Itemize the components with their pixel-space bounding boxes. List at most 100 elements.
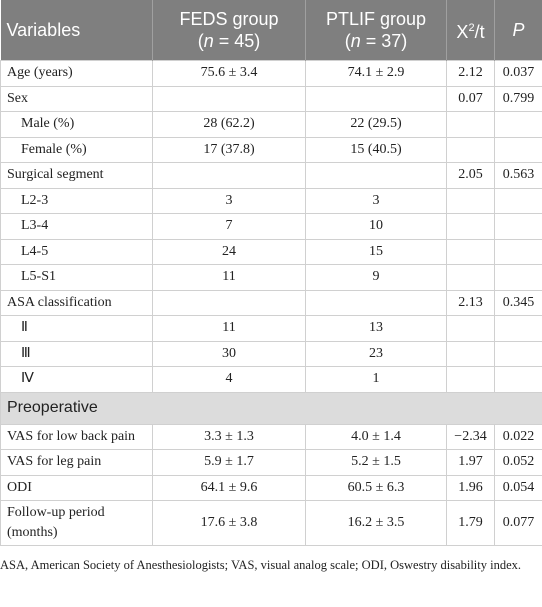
table-cell: 2.13 — [446, 289, 495, 316]
header-text: Variables — [6, 20, 81, 40]
table-cell: 0.022 — [494, 423, 542, 450]
table-row: Surgical segment 2.05 0.563 — [0, 162, 542, 189]
row-label: L5-S1 — [0, 264, 153, 291]
table-row: VAS for leg pain 5.9 ± 1.7 5.2 ± 1.5 1.97 0.… — [0, 449, 542, 476]
table-row: Sex 0.07 0.799 — [0, 85, 542, 112]
table-cell — [446, 187, 495, 214]
table-cell: 0.799 — [494, 85, 542, 112]
table-cell: 7 — [152, 213, 306, 240]
table-cell — [446, 315, 495, 342]
table-cell — [305, 289, 447, 316]
table-cell: 0.077 — [494, 500, 542, 546]
table-row: L3-4 7 10 — [0, 213, 542, 240]
table-cell: 9 — [305, 264, 447, 291]
table-cell: 17.6 ± 3.8 — [152, 500, 306, 546]
table-cell: 15 (40.5) — [305, 136, 447, 163]
section-row: Preoperative — [0, 391, 542, 425]
row-label: Male (%) — [0, 111, 153, 138]
table-row: Ⅱ 11 13 — [0, 315, 542, 342]
header-cell: PTLIF group (n = 37) — [305, 0, 447, 61]
row-label: Ⅳ — [0, 366, 153, 393]
row-label: ODI — [0, 474, 153, 501]
header-text: = 37) — [360, 31, 408, 51]
row-label: Sex — [0, 85, 153, 112]
table-cell: 60.5 ± 6.3 — [305, 474, 447, 501]
table-cell: 0.052 — [494, 449, 542, 476]
header-text: X — [456, 22, 469, 42]
header-cell: Variables — [0, 0, 153, 61]
row-label: L4-5 — [0, 238, 153, 265]
table-cell — [446, 136, 495, 163]
header-superscript: 2 — [468, 22, 475, 34]
table-cell — [494, 366, 542, 393]
table-cell: 0.345 — [494, 289, 542, 316]
header-text: PTLIF group — [325, 9, 427, 29]
table-row: Female (%) 17 (37.8) 15 (40.5) — [0, 136, 542, 163]
table-cell: 30 — [152, 340, 306, 367]
row-label: Follow-up period (months) — [0, 500, 153, 546]
table-cell — [494, 187, 542, 214]
table-row: VAS for low back pain 3.3 ± 1.3 4.0 ± 1.4−… — [0, 423, 542, 450]
table-cell: 3.3 ± 1.3 — [152, 423, 306, 450]
header-text: FEDS group — [179, 9, 279, 29]
header-italic: n — [350, 31, 361, 51]
table-cell — [494, 213, 542, 240]
table-cell: 1.96 — [446, 474, 495, 501]
header-text: ( — [197, 31, 204, 51]
table-cell: 0.037 — [494, 60, 542, 87]
table-cell — [446, 111, 495, 138]
row-label: Ⅲ — [0, 340, 153, 367]
table-cell — [152, 162, 306, 189]
table-cell: 3 — [152, 187, 306, 214]
row-label: VAS for leg pain — [0, 449, 153, 476]
header-italic: P — [512, 20, 525, 40]
table-cell: 3 — [305, 187, 447, 214]
header-text: = 45) — [213, 31, 261, 51]
table-cell: 1 — [305, 366, 447, 393]
table-cell — [494, 340, 542, 367]
header-line: (n = 45) — [159, 30, 299, 52]
table-cell: 11 — [152, 315, 306, 342]
table-cell: 13 — [305, 315, 447, 342]
table-cell: 10 — [305, 213, 447, 240]
table-cell: 2.05 — [446, 162, 495, 189]
table-cell — [446, 213, 495, 240]
header-italic: n — [203, 31, 214, 51]
table-cell: 1.97 — [446, 449, 495, 476]
row-label: Ⅱ — [0, 315, 153, 342]
table-body: Age (years) 75.6 ± 3.4 74.1 ± 2.9 2.12 0.037… — [0, 60, 542, 546]
table-row: L4-5 24 15 — [0, 238, 542, 265]
table-cell — [494, 315, 542, 342]
header-text: ( — [344, 31, 351, 51]
table-cell: −2.34 — [446, 423, 495, 450]
header-line: Variables — [7, 19, 147, 41]
table-cell — [494, 264, 542, 291]
table-row: ODI 64.1 ± 9.6 60.5 ± 6.3 1.96 0.054 — [0, 474, 542, 501]
table-cell — [446, 340, 495, 367]
table-row: Follow-up period (months) 17.6 ± 3.8 16.2 … — [0, 500, 542, 546]
table-cell: 5.2 ± 1.5 — [305, 449, 447, 476]
table-cell: 4 — [152, 366, 306, 393]
table-cell: 2.12 — [446, 60, 495, 87]
header-row: Variables FEDS group (n = 45) PTLIF group (n… — [0, 0, 542, 61]
table-cell: 0.07 — [446, 85, 495, 112]
header-cell: P — [494, 0, 542, 61]
table-cell: 74.1 ± 2.9 — [305, 60, 447, 87]
table-row: Ⅲ 30 23 — [0, 340, 542, 367]
table-cell — [494, 111, 542, 138]
header-line: FEDS group — [159, 8, 299, 30]
row-label: Age (years) — [0, 60, 153, 87]
table-row: Male (%) 28 (62.2) 22 (29.5) — [0, 111, 542, 138]
table-row: L2-3 3 3 — [0, 187, 542, 214]
header-cell: FEDS group (n = 45) — [152, 0, 306, 61]
table-row: ASA classification 2.13 0.345 — [0, 289, 542, 316]
table-cell: 4.0 ± 1.4 — [305, 423, 447, 450]
row-label: Surgical segment — [0, 162, 153, 189]
section-title: Preoperative — [0, 391, 542, 425]
table-row: Age (years) 75.6 ± 3.4 74.1 ± 2.9 2.12 0.037 — [0, 60, 542, 87]
row-label: VAS for low back pain — [0, 423, 153, 450]
table-cell: 11 — [152, 264, 306, 291]
table-cell — [152, 289, 306, 316]
